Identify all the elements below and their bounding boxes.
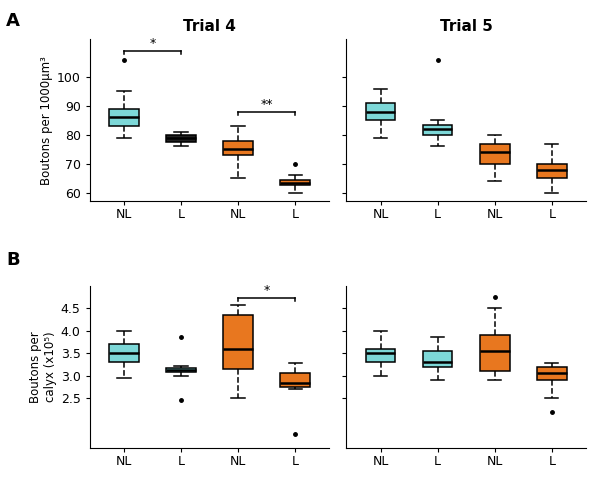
FancyBboxPatch shape — [537, 164, 567, 178]
FancyBboxPatch shape — [223, 315, 253, 369]
Y-axis label: Boutons per
calyx (x10⁵): Boutons per calyx (x10⁵) — [29, 331, 57, 402]
FancyBboxPatch shape — [109, 109, 139, 126]
FancyBboxPatch shape — [365, 103, 395, 121]
FancyBboxPatch shape — [280, 373, 310, 387]
Text: *: * — [150, 37, 155, 50]
FancyBboxPatch shape — [166, 135, 196, 142]
FancyBboxPatch shape — [365, 349, 395, 362]
FancyBboxPatch shape — [480, 335, 509, 371]
Title: Trial 5: Trial 5 — [440, 19, 493, 34]
FancyBboxPatch shape — [166, 369, 196, 372]
FancyBboxPatch shape — [537, 367, 567, 380]
Y-axis label: Boutons per 1000μm³: Boutons per 1000μm³ — [39, 56, 53, 185]
FancyBboxPatch shape — [109, 344, 139, 362]
FancyBboxPatch shape — [223, 141, 253, 155]
Text: **: ** — [260, 98, 273, 111]
FancyBboxPatch shape — [423, 351, 453, 367]
FancyBboxPatch shape — [423, 125, 453, 135]
Title: Trial 4: Trial 4 — [183, 19, 236, 34]
Text: B: B — [6, 251, 20, 269]
Text: *: * — [264, 284, 270, 298]
FancyBboxPatch shape — [480, 144, 509, 164]
FancyBboxPatch shape — [280, 180, 310, 185]
Text: A: A — [6, 12, 20, 31]
